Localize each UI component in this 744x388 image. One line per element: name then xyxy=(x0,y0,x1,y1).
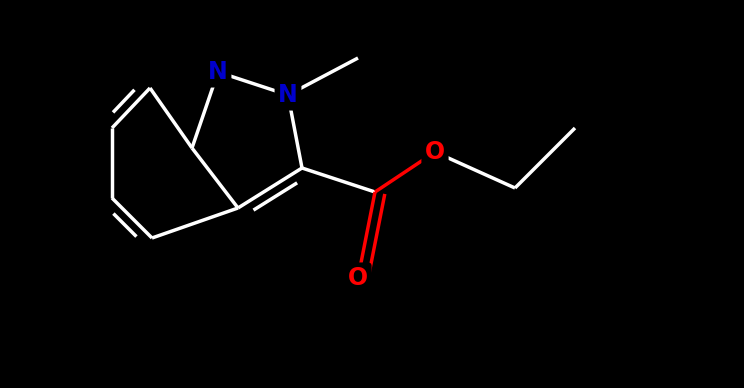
Text: O: O xyxy=(425,140,445,164)
Text: N: N xyxy=(208,60,228,84)
Text: O: O xyxy=(348,266,368,290)
Text: N: N xyxy=(278,83,298,107)
